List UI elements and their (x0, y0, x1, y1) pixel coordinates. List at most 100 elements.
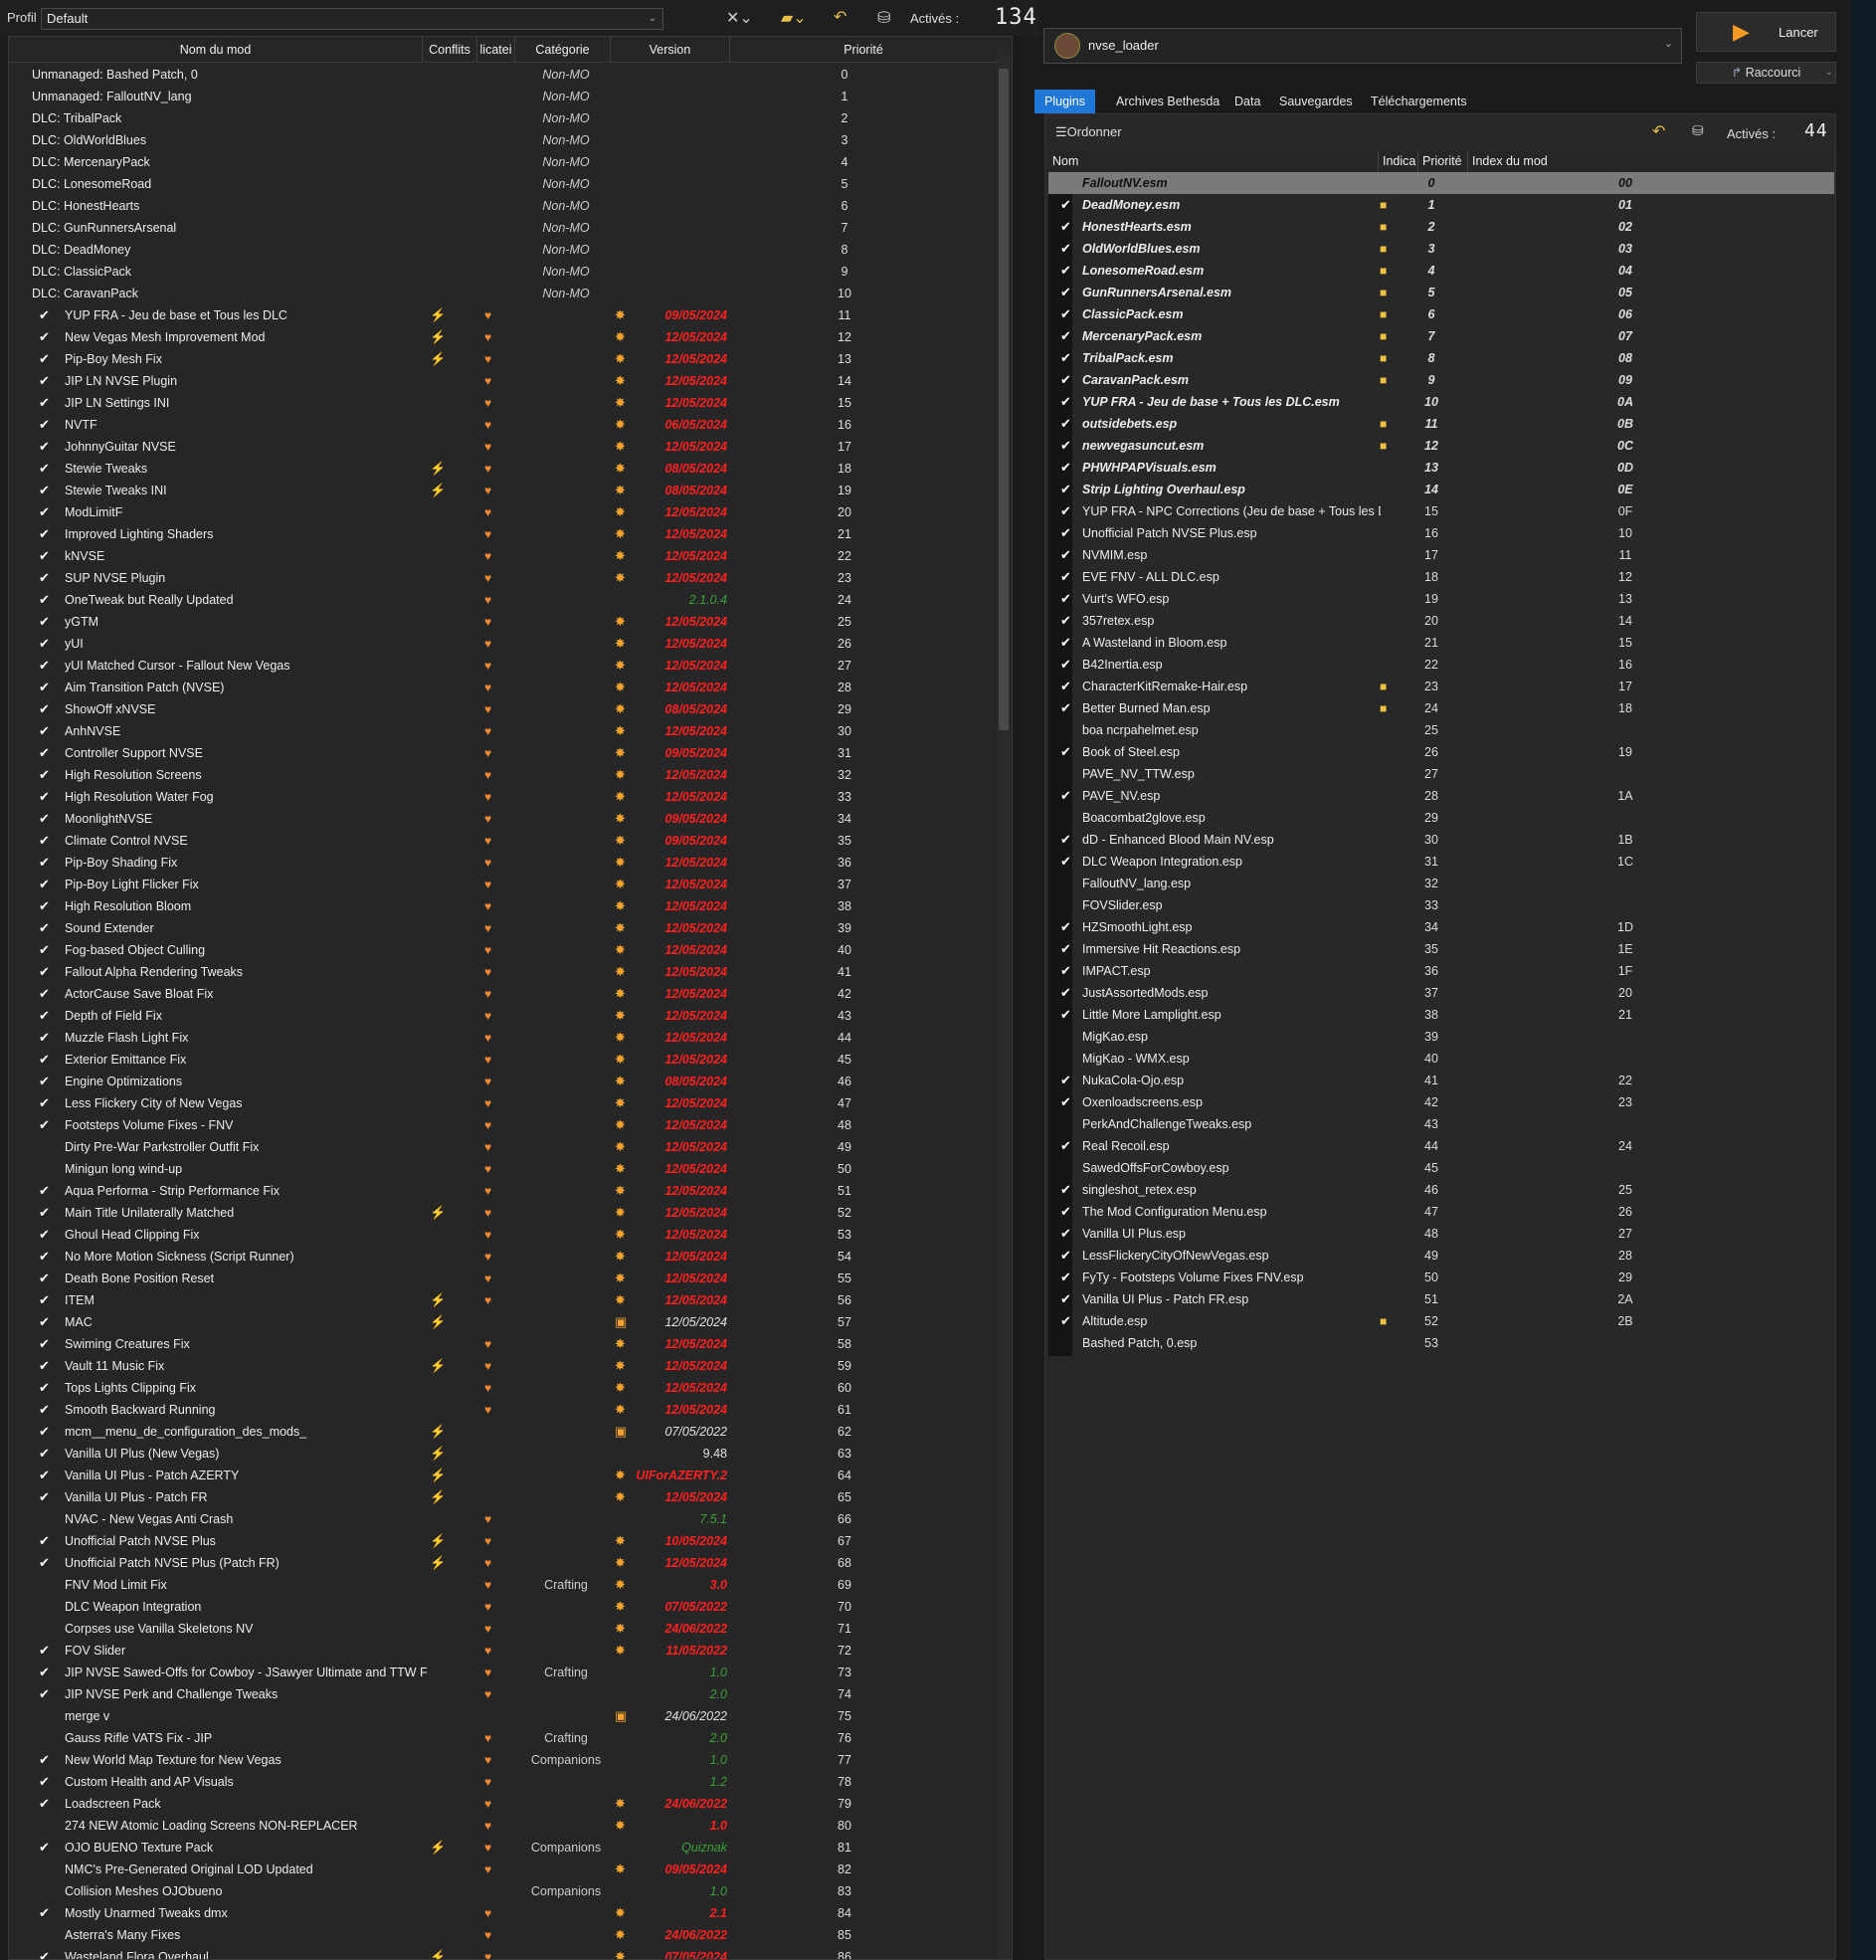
tab-saves[interactable]: Sauvegardes (1279, 95, 1353, 108)
mod-checkbox[interactable]: ✔ (39, 636, 50, 651)
mod-row[interactable]: ✔ Custom Health and AP Visuals ♥ 1.2 78 (9, 1771, 992, 1793)
col-mod-name[interactable]: Nom du mod (9, 37, 423, 63)
plugin-row[interactable]: ✔ singleshot_retex.esp 46 25 (1048, 1179, 1834, 1201)
plugin-row[interactable]: FalloutNV_lang.esp 32 (1048, 873, 1834, 894)
mod-row[interactable]: ✔ Pip-Boy Mesh Fix ⚡ ♥ ✸ 12/05/2024 13 (9, 348, 992, 370)
mod-row[interactable]: NMC's Pre-Generated Original LOD Updated… (9, 1859, 992, 1880)
mod-row[interactable]: merge v ▣ 24/06/2022 75 (9, 1705, 992, 1727)
mod-row[interactable]: ✔ FOV Slider ♥ ✸ 11/05/2022 72 (9, 1640, 992, 1662)
plugin-row[interactable]: ✔ 357retex.esp 20 14 (1048, 610, 1834, 632)
mod-row[interactable]: Corpses use Vanilla Skeletons NV ♥ ✸ 24/06/… (9, 1618, 992, 1640)
mod-checkbox[interactable]: ✔ (39, 1905, 50, 1920)
plugin-checkbox[interactable]: ✔ (1060, 591, 1071, 606)
plugin-row[interactable]: ✔ Unofficial Patch NVSE Plus.esp 16 10 (1048, 522, 1834, 544)
mod-checkbox[interactable]: ✔ (39, 1095, 50, 1110)
plugin-row[interactable]: FalloutNV.esm 0 00 (1048, 172, 1834, 194)
col-flags[interactable]: licatei (477, 37, 515, 63)
mod-checkbox[interactable]: ✔ (39, 373, 50, 388)
plugin-checkbox[interactable]: ✔ (1060, 482, 1071, 496)
plugin-row[interactable]: ✔ LonesomeRoad.esm ■ 4 04 (1048, 260, 1834, 282)
mod-row[interactable]: ✔ Stewie Tweaks INI ⚡ ♥ ✸ 08/05/2024 19 (9, 480, 992, 501)
plugin-row[interactable]: ✔ TribalPack.esm ■ 8 08 (1048, 347, 1834, 369)
mod-row[interactable]: Gauss Rifle VATS Fix - JIP ♥ Crafting 2.0 76 (9, 1727, 992, 1749)
mod-row[interactable]: ✔ Vanilla UI Plus (New Vegas) ⚡ 9.48 63 (9, 1443, 992, 1465)
plugin-checkbox[interactable]: ✔ (1060, 438, 1071, 453)
plugin-row[interactable]: ✔ A Wasteland in Bloom.esp 21 15 (1048, 632, 1834, 654)
mod-checkbox[interactable]: ✔ (39, 920, 50, 935)
plugin-row[interactable]: ✔ CharacterKitRemake-Hair.esp ■ 23 17 (1048, 676, 1834, 697)
mod-row[interactable]: DLC Weapon Integration ♥ ✸ 07/05/2022 70 (9, 1596, 992, 1618)
col-mod-index[interactable]: Index du mod (1468, 150, 1834, 172)
tab-downloads[interactable]: Téléchargements (1371, 95, 1467, 108)
plugin-checkbox[interactable]: ✔ (1060, 832, 1071, 847)
mod-checkbox[interactable]: ✔ (39, 1380, 50, 1395)
mod-row[interactable]: ✔ Unofficial Patch NVSE Plus (Patch FR) ⚡ ♥… (9, 1552, 992, 1574)
plugin-checkbox[interactable]: ✔ (1060, 613, 1071, 628)
mod-row[interactable]: ✔ Footsteps Volume Fixes - FNV ♥ ✸ 12/05/202… (9, 1114, 992, 1136)
plugin-checkbox[interactable]: ✔ (1060, 1291, 1071, 1306)
mod-row[interactable]: ✔ Smooth Backward Running ♥ ✸ 12/05/2024 61 (9, 1399, 992, 1421)
mod-row[interactable]: ✔ Fog-based Object Culling ♥ ✸ 12/05/2024 40 (9, 939, 992, 961)
plugin-row[interactable]: ✔ Little More Lamplight.esp 38 21 (1048, 1004, 1834, 1026)
launch-button[interactable]: ▶ Lancer (1696, 12, 1836, 52)
plugin-checkbox[interactable]: ✔ (1060, 1073, 1071, 1087)
mod-checkbox[interactable]: ✔ (39, 701, 50, 716)
mod-checkbox[interactable]: ✔ (39, 1643, 50, 1658)
plugin-checkbox[interactable]: ✔ (1060, 1007, 1071, 1022)
mod-checkbox[interactable]: ✔ (39, 1555, 50, 1570)
backup-icon[interactable]: ⛁ (1692, 122, 1704, 138)
mod-row[interactable]: ✔ SUP NVSE Plugin ♥ ✸ 12/05/2024 23 (9, 567, 992, 589)
mod-checkbox[interactable]: ✔ (39, 745, 50, 760)
plugin-row[interactable]: ✔ dD - Enhanced Blood Main NV.esp 30 1B (1048, 829, 1834, 851)
mod-row[interactable]: ✔ Vault 11 Music Fix ⚡ ♥ ✸ 12/05/2024 59 (9, 1355, 992, 1377)
executable-select[interactable]: nvse_loader ⌄ (1043, 28, 1682, 64)
mod-row[interactable]: ✔ Sound Extender ♥ ✸ 12/05/2024 39 (9, 917, 992, 939)
mod-row[interactable]: ✔ Aim Transition Patch (NVSE) ♥ ✸ 12/05/2024… (9, 677, 992, 698)
mod-checkbox[interactable]: ✔ (39, 1205, 50, 1220)
plugin-checkbox[interactable]: ✔ (1060, 788, 1071, 803)
mod-row[interactable]: ✔ Controller Support NVSE ♥ ✸ 09/05/2024 31 (9, 742, 992, 764)
mod-checkbox[interactable]: ✔ (39, 1468, 50, 1482)
mod-row[interactable]: ✔ Unofficial Patch NVSE Plus ⚡ ♥ ✸ 10/05/2024… (9, 1530, 992, 1552)
mod-checkbox[interactable]: ✔ (39, 986, 50, 1001)
plugin-checkbox[interactable]: ✔ (1060, 1204, 1071, 1219)
shortcut-button[interactable]: ↱ Raccourci ⌄ (1696, 62, 1836, 84)
plugin-row[interactable]: ✔ PAVE_NV.esp 28 1A (1048, 785, 1834, 807)
mod-checkbox[interactable]: ✔ (39, 811, 50, 826)
folder-icon[interactable]: ▰⌄ (781, 10, 807, 27)
mod-checkbox[interactable]: ✔ (39, 329, 50, 344)
mod-row[interactable]: ✔ Vanilla UI Plus - Patch FR ⚡ ✸ 12/05/2024 6… (9, 1486, 992, 1508)
plugin-checkbox[interactable]: ✔ (1060, 1270, 1071, 1284)
col-conflicts[interactable]: Conflits (423, 37, 477, 63)
mod-row[interactable]: ✔ Less Flickery City of New Vegas ♥ ✸ 12/05/… (9, 1092, 992, 1114)
mod-checkbox[interactable]: ✔ (39, 351, 50, 366)
mod-checkbox[interactable]: ✔ (39, 1074, 50, 1088)
mod-checkbox[interactable]: ✔ (39, 504, 50, 519)
plugin-checkbox[interactable]: ✔ (1060, 854, 1071, 869)
tab-plugins[interactable]: Plugins (1034, 90, 1095, 113)
plugin-checkbox[interactable]: ✔ (1060, 525, 1071, 540)
plugin-checkbox[interactable]: ✔ (1060, 197, 1071, 212)
plugin-checkbox[interactable]: ✔ (1060, 635, 1071, 650)
mod-row[interactable]: ✔ JohnnyGuitar NVSE ♥ ✸ 12/05/2024 17 (9, 436, 992, 458)
mod-checkbox[interactable]: ✔ (39, 1271, 50, 1285)
mod-row[interactable]: DLC: ClassicPack Non-MO 9 (9, 261, 992, 283)
plugin-checkbox[interactable]: ✔ (1060, 941, 1071, 956)
mod-row[interactable]: ✔ New World Map Texture for New Vegas ♥ Com… (9, 1749, 992, 1771)
mod-row[interactable]: Unmanaged: FalloutNV_lang Non-MO 1 (9, 86, 992, 107)
mod-checkbox[interactable]: ✔ (39, 395, 50, 410)
plugin-checkbox[interactable]: ✔ (1060, 679, 1071, 693)
mod-row[interactable]: ✔ Mostly Unarmed Tweaks dmx ♥ ✸ 2.1 84 (9, 1902, 992, 1924)
plugin-checkbox[interactable]: ✔ (1060, 285, 1071, 299)
plugin-row[interactable]: ✔ Book of Steel.esp 26 19 (1048, 741, 1834, 763)
mod-checkbox[interactable]: ✔ (39, 1117, 50, 1132)
mod-row[interactable]: ✔ Exterior Emittance Fix ♥ ✸ 12/05/2024 45 (9, 1049, 992, 1071)
plugin-row[interactable]: ✔ ClassicPack.esm ■ 6 06 (1048, 303, 1834, 325)
mod-checkbox[interactable]: ✔ (39, 548, 50, 563)
plugin-row[interactable]: ✔ CaravanPack.esm ■ 9 09 (1048, 369, 1834, 391)
mod-row[interactable]: ✔ Muzzle Flash Light Fix ♥ ✸ 12/05/2024 44 (9, 1027, 992, 1049)
mod-row[interactable]: ✔ JIP LN Settings INI ♥ ✸ 12/05/2024 15 (9, 392, 992, 414)
mod-checkbox[interactable]: ✔ (39, 439, 50, 454)
mod-row[interactable]: ✔ Wasteland Flora Overhaul ⚡ ♥ ✸ 07/05/2024 86 (9, 1946, 992, 1959)
sort-button[interactable]: ☰Ordonner (1055, 124, 1122, 140)
